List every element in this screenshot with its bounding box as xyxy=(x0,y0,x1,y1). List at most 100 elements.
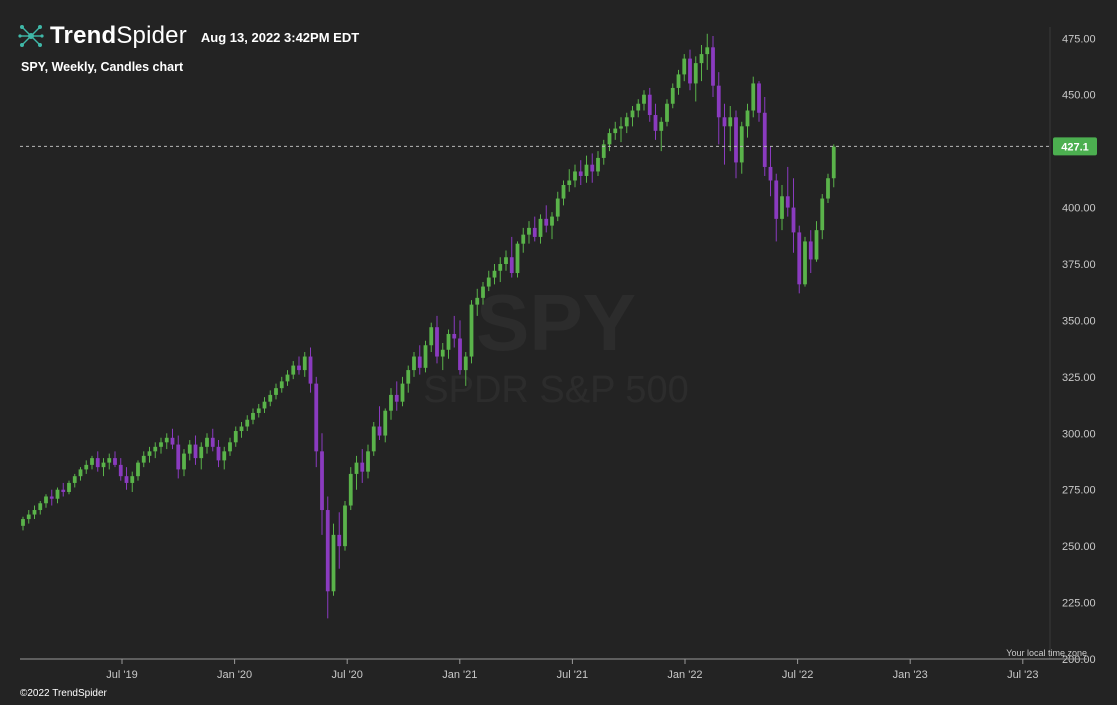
candle xyxy=(584,155,589,183)
candle xyxy=(205,433,209,454)
candle xyxy=(785,166,790,217)
candle-body xyxy=(532,227,537,237)
candle xyxy=(613,121,618,140)
candle xyxy=(647,87,652,122)
candle xyxy=(222,446,227,470)
candle-body xyxy=(682,58,687,75)
candle-body xyxy=(32,510,37,515)
candle xyxy=(325,496,330,619)
candle xyxy=(619,117,623,143)
x-tick-label: Jan '20 xyxy=(217,669,252,681)
candle-body xyxy=(636,103,641,111)
candle xyxy=(216,440,221,468)
candle xyxy=(348,467,353,511)
candle xyxy=(331,523,336,596)
candle xyxy=(44,494,48,508)
candle xyxy=(343,501,347,551)
candle xyxy=(435,315,439,364)
candle-body xyxy=(814,230,819,260)
candle-body xyxy=(394,394,399,402)
candle-body xyxy=(734,117,738,163)
candle-body xyxy=(164,437,169,443)
candle xyxy=(555,191,560,222)
candle-body xyxy=(498,264,503,271)
candle-body xyxy=(302,356,307,371)
candle-body xyxy=(107,458,112,463)
candle-body xyxy=(251,412,255,420)
candle xyxy=(728,106,733,152)
candle xyxy=(256,403,261,418)
candle xyxy=(32,505,37,520)
candle-body xyxy=(808,241,813,260)
candle xyxy=(297,356,301,375)
candle xyxy=(176,435,181,479)
candle xyxy=(653,103,658,140)
candles-group xyxy=(21,33,836,619)
candle xyxy=(762,96,767,176)
candle-body xyxy=(377,426,382,436)
candle-body xyxy=(642,94,646,104)
candle xyxy=(705,33,710,70)
x-tick-label: Jul '22 xyxy=(782,669,813,681)
candle-body xyxy=(463,356,468,371)
candle-body xyxy=(193,444,198,459)
candle xyxy=(366,444,370,479)
candle-body xyxy=(458,338,462,371)
candle xyxy=(337,512,342,569)
candle xyxy=(153,442,158,459)
candle xyxy=(170,428,175,450)
candle-body xyxy=(613,128,618,134)
candle-body xyxy=(72,476,77,483)
candle-body xyxy=(521,234,526,244)
candle xyxy=(291,361,296,380)
candle xyxy=(820,194,825,240)
candle xyxy=(147,446,152,463)
candle-body xyxy=(95,458,100,468)
candle-body xyxy=(446,333,451,350)
y-tick-label: 300.00 xyxy=(1062,428,1096,440)
x-axis[interactable]: Jul '19 Jan '20 Jul '20 Jan '21 Jul '21 Jan '… xyxy=(20,658,1087,681)
candle-body xyxy=(659,121,664,131)
candle-body xyxy=(716,85,721,118)
candle xyxy=(233,426,238,447)
candle-body xyxy=(233,431,238,443)
candle-body xyxy=(452,333,457,339)
candle xyxy=(187,440,192,461)
candle-body xyxy=(245,419,250,427)
candle xyxy=(412,352,416,377)
candle-body xyxy=(297,365,301,371)
candle xyxy=(573,164,577,188)
candle xyxy=(141,451,146,468)
candle-body xyxy=(147,451,152,456)
candle-body xyxy=(78,469,83,477)
candle xyxy=(101,458,106,477)
candle xyxy=(55,487,60,504)
candle xyxy=(38,501,43,515)
candle-body xyxy=(325,510,330,592)
brand-logo[interactable]: TrendSpider xyxy=(18,22,187,50)
candle-body xyxy=(492,270,497,278)
candle xyxy=(130,471,135,492)
y-axis[interactable]: 200.00 225.00 250.00 275.00 300.00 325.00 350.… xyxy=(1049,27,1096,666)
candle xyxy=(61,482,66,497)
candle-body xyxy=(90,458,94,465)
candle xyxy=(49,489,54,506)
candle xyxy=(711,36,715,97)
candle-body xyxy=(118,464,123,477)
candle xyxy=(481,282,485,305)
candle-body xyxy=(360,462,365,472)
candle xyxy=(389,388,393,420)
candle xyxy=(803,236,807,287)
candle-body xyxy=(44,496,48,504)
candle xyxy=(400,376,405,407)
candle-body xyxy=(400,383,405,402)
candle xyxy=(469,300,474,364)
candle-body xyxy=(555,198,560,217)
candle-body xyxy=(61,489,66,492)
candle-body xyxy=(187,444,192,454)
timezone-note: Your local time zone xyxy=(1006,648,1087,658)
candle-body xyxy=(268,394,273,402)
candle-body xyxy=(176,444,181,470)
candle-body xyxy=(199,446,204,459)
